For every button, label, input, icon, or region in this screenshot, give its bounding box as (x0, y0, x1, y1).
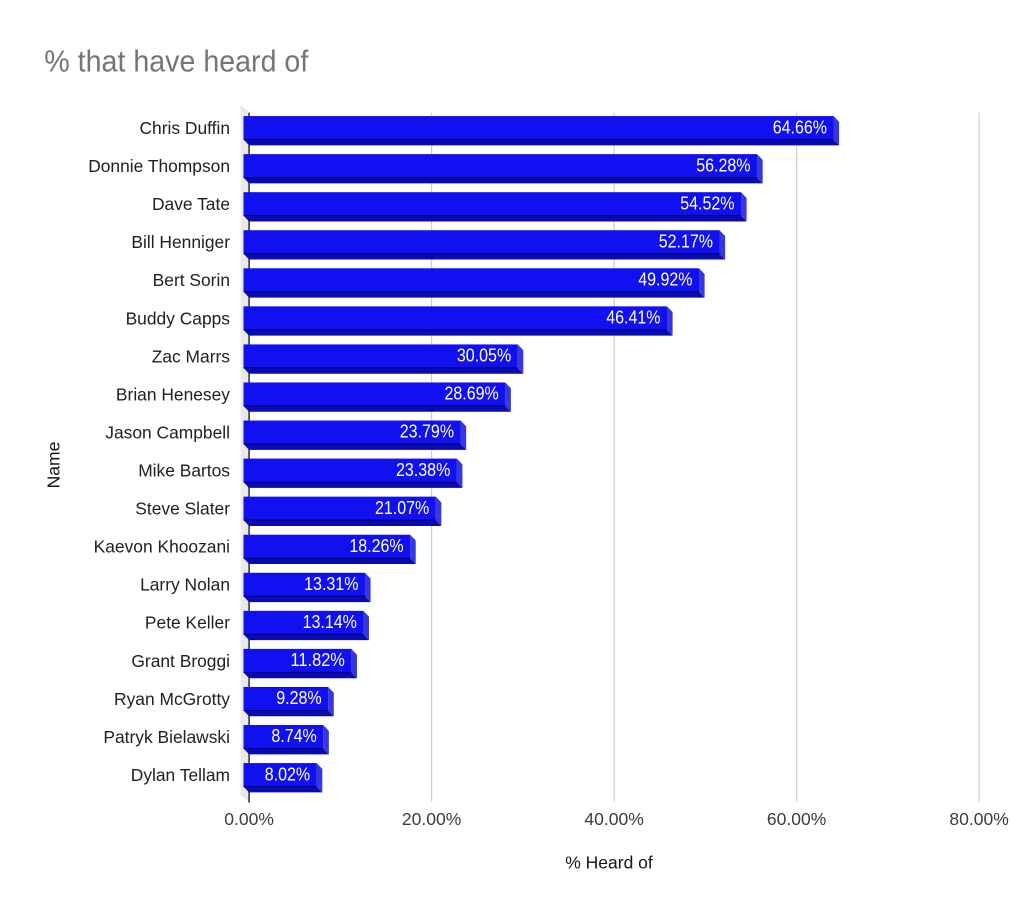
svg-text:49.92%: 49.92% (638, 270, 692, 290)
svg-text:64.66%: 64.66% (773, 117, 827, 137)
svg-text:Ryan McGrotty: Ryan McGrotty (114, 689, 230, 709)
svg-text:80.00%: 80.00% (949, 809, 1008, 829)
svg-text:Chris Duffin: Chris Duffin (139, 118, 230, 138)
svg-text:9.28%: 9.28% (276, 688, 321, 708)
svg-text:23.38%: 23.38% (396, 460, 450, 480)
svg-text:Brian Henesey: Brian Henesey (116, 384, 230, 404)
svg-text:13.31%: 13.31% (304, 574, 358, 594)
svg-text:28.69%: 28.69% (445, 384, 499, 404)
svg-text:54.52%: 54.52% (680, 193, 734, 213)
svg-text:Kaevon Khoozani: Kaevon Khoozani (94, 537, 230, 557)
svg-text:52.17%: 52.17% (659, 231, 713, 251)
svg-text:Donnie Thompson: Donnie Thompson (88, 156, 230, 176)
svg-text:Dave Tate: Dave Tate (152, 194, 230, 214)
svg-text:8.02%: 8.02% (265, 764, 310, 784)
svg-text:Steve Slater: Steve Slater (135, 499, 230, 519)
svg-text:Zac Marrs: Zac Marrs (152, 346, 231, 366)
svg-text:Mike Bartos: Mike Bartos (138, 461, 230, 481)
svg-text:Larry Nolan: Larry Nolan (140, 575, 230, 595)
svg-text:40.00%: 40.00% (584, 809, 643, 829)
svg-text:Bill Henniger: Bill Henniger (131, 232, 230, 252)
svg-text:Pete Keller: Pete Keller (145, 613, 230, 633)
svg-text:46.41%: 46.41% (606, 308, 660, 328)
svg-text:Jason Campbell: Jason Campbell (105, 422, 230, 442)
svg-text:23.79%: 23.79% (400, 422, 454, 442)
svg-text:13.14%: 13.14% (303, 612, 357, 632)
svg-text:0.00%: 0.00% (224, 809, 274, 829)
svg-text:% that have heard of: % that have heard of (44, 44, 308, 79)
svg-text:Patryk Bielawski: Patryk Bielawski (103, 727, 230, 747)
svg-text:11.82%: 11.82% (291, 650, 345, 670)
svg-text:60.00%: 60.00% (767, 809, 826, 829)
svg-text:Grant Broggi: Grant Broggi (131, 651, 230, 671)
svg-text:20.00%: 20.00% (402, 809, 461, 829)
svg-text:Buddy Capps: Buddy Capps (126, 308, 231, 328)
svg-text:Name: Name (44, 442, 64, 489)
svg-text:% Heard of: % Heard of (565, 853, 653, 873)
svg-text:Dylan Tellam: Dylan Tellam (131, 765, 230, 785)
svg-text:21.07%: 21.07% (375, 498, 429, 518)
svg-text:8.74%: 8.74% (271, 726, 316, 746)
svg-text:Bert Sorin: Bert Sorin (153, 270, 230, 290)
svg-text:30.05%: 30.05% (457, 346, 511, 366)
svg-text:18.26%: 18.26% (349, 536, 403, 556)
svg-text:56.28%: 56.28% (696, 155, 750, 175)
